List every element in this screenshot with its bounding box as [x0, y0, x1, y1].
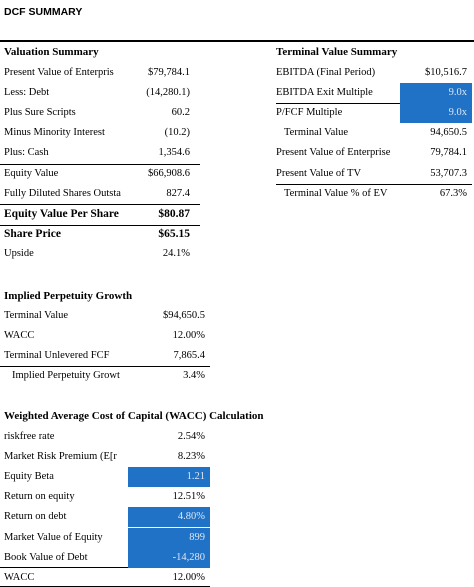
section-title: Weighted Average Cost of Capital (WACC) … [4, 410, 264, 422]
rule [0, 40, 474, 42]
row-value: $66,908.6 [148, 167, 190, 179]
row-value: 79,784.1 [430, 147, 467, 159]
row-label: WACC [4, 330, 35, 342]
row-label: Terminal Unlevered FCF [4, 350, 110, 362]
highlight-cell [400, 83, 472, 104]
rule [0, 204, 200, 205]
row-label: WACC [4, 571, 35, 583]
row-label: Terminal Value % of EV [284, 187, 388, 199]
rule [0, 225, 200, 226]
row-label: EBITDA Exit Multiple [276, 87, 373, 99]
highlight-cell [128, 467, 210, 488]
row-value: $94,650.5 [163, 310, 205, 321]
row-value: 24.1% [162, 247, 190, 259]
row-label: Equity Beta [4, 471, 54, 483]
rule [276, 184, 472, 185]
row-value: 4.80% [177, 511, 205, 523]
row-label: Equity Value [4, 167, 59, 179]
row-value: 1,354.6 [158, 147, 191, 159]
row-label: riskfree rate [4, 431, 55, 442]
row-value: 60.2 [171, 107, 190, 119]
row-value: 899 [189, 531, 205, 543]
row-label: Return on equity [4, 491, 75, 503]
section-title: Implied Perpetuity Growth [4, 290, 133, 302]
row-value: 94,650.5 [430, 127, 467, 139]
row-value: 9.0x [448, 87, 467, 99]
page-title: DCF SUMMARY [4, 6, 83, 18]
row-label: Book Value of Debt [4, 551, 88, 563]
row-label: Market Risk Premium (E[r [4, 451, 117, 463]
highlight-cell [128, 527, 210, 548]
row-value: 12.00% [172, 330, 205, 342]
row-label: Share Price [4, 227, 61, 240]
row-label: EBITDA (Final Period) [276, 67, 376, 78]
row-label: Plus: Cash [4, 147, 49, 159]
row-value: $80.87 [158, 207, 190, 220]
row-value: 3.4% [183, 370, 205, 382]
highlight-cell [128, 547, 210, 568]
row-label: P/FCF Multiple [276, 107, 343, 119]
row-label: Implied Perpetuity Growt [12, 370, 120, 382]
highlight-cell [400, 103, 472, 124]
rule [276, 103, 400, 104]
row-label: Return on debt [4, 511, 67, 523]
row-value: $10,516.7 [425, 67, 467, 78]
section-title: Valuation Summary [4, 46, 99, 58]
row-label: Less: Debt [4, 87, 50, 99]
row-value: (10.2) [164, 127, 190, 139]
row-value: 12.00% [172, 571, 205, 583]
rule [0, 567, 210, 568]
rule [0, 366, 210, 367]
row-value: 827.4 [166, 187, 190, 199]
row-value: (14,280.1) [146, 87, 190, 99]
section-title: Terminal Value Summary [276, 46, 398, 58]
row-value: -14,280 [172, 551, 205, 563]
row-value: 7,865.4 [173, 350, 206, 362]
row-label: Market Value of Equity [4, 531, 103, 543]
row-label: Present Value of Enterpris [4, 67, 114, 78]
row-label: Terminal Value [4, 310, 69, 321]
row-value: 12.51% [172, 491, 205, 503]
row-value: 9.0x [448, 107, 467, 119]
row-label: Upside [4, 247, 34, 259]
row-label: Present Value of TV [276, 167, 362, 179]
row-value: 2.54% [177, 431, 205, 442]
row-label: Minus Minority Interest [4, 127, 105, 139]
row-value: 53,707.3 [430, 167, 467, 179]
rule [0, 164, 200, 165]
row-value: $79,784.1 [148, 67, 190, 78]
row-value: $65.15 [158, 227, 190, 240]
row-label: Terminal Value [284, 127, 349, 139]
row-label: Plus Sure Scripts [4, 107, 76, 119]
row-label: Present Value of Enterprise [276, 147, 391, 159]
row-label: Equity Value Per Share [4, 207, 119, 220]
row-label: Fully Diluted Shares Outsta [4, 187, 121, 199]
row-value: 8.23% [177, 451, 205, 463]
row-value: 1.21 [186, 471, 205, 483]
highlight-cell [128, 507, 210, 528]
row-value: 67.3% [439, 187, 467, 199]
